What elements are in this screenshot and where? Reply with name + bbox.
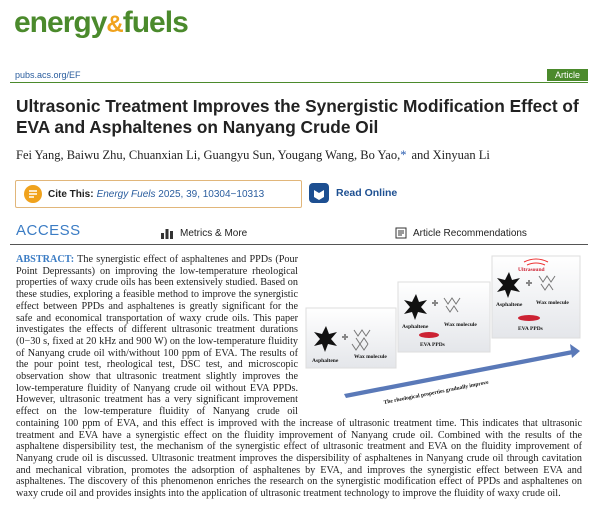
graphic-label: Wax molecule: [354, 354, 387, 360]
metrics-icon: [161, 229, 173, 239]
logo-part: fuels: [122, 6, 189, 39]
ultrasound-waves: [523, 258, 549, 266]
asphaltene-icons: [314, 272, 520, 352]
recommendations-label: Article Recommendations: [413, 227, 527, 239]
journal-url[interactable]: pubs.acs.org/EF: [15, 70, 81, 80]
arrowhead: [570, 344, 580, 358]
corresponding-mark[interactable]: *: [400, 148, 407, 162]
article-type: Article: [546, 69, 588, 81]
graphic-label: Asphaltene: [496, 302, 523, 308]
panel: [491, 255, 581, 339]
article-title: Ultrasonic Treatment Improves the Synerg…: [16, 96, 579, 137]
author-list[interactable]: Fei Yang, Baiwu Zhu, Chuanxian Li, Guang…: [16, 148, 401, 162]
read-online[interactable]: Read Online: [308, 180, 397, 206]
logo-part: energy: [14, 6, 107, 39]
read-online-label: Read Online: [336, 187, 398, 199]
cite-journal: Energy Fuels: [96, 188, 156, 200]
metrics-link[interactable]: Metrics & More: [160, 227, 247, 239]
graphic-label: Asphaltene: [402, 324, 429, 330]
cite-box[interactable]: Cite This: Energy Fuels 2025, 39, 10304−…: [15, 180, 302, 208]
header-rule: [10, 82, 588, 83]
graphical-abstract: Asphaltene Wax molecule Asphaltene Wax m…: [305, 255, 581, 406]
access-rule: [10, 244, 588, 245]
logo-part: &: [106, 11, 123, 38]
cite-label: Cite This:: [48, 188, 94, 200]
abstract-label: ABSTRACT:: [16, 254, 75, 265]
access-label: ACCESS: [16, 222, 81, 239]
cite-details: 2025, 39, 10304−10313: [158, 188, 265, 200]
abstract-text: The synergistic effect of asphaltenes an…: [16, 254, 582, 500]
authors: Fei Yang, Baiwu Zhu, Chuanxian Li, Guang…: [16, 148, 490, 163]
wax-icons: [351, 275, 556, 351]
read-icon: [309, 183, 329, 203]
abstract: Asphaltene Wax molecule Asphaltene Wax m…: [16, 254, 582, 500]
graphic-label: Wax molecule: [536, 300, 569, 306]
panel: [397, 281, 491, 353]
metrics-label: Metrics & More: [180, 227, 248, 239]
recommendations-link[interactable]: Article Recommendations: [395, 227, 527, 239]
graphic-label: EVA PPDs: [518, 326, 543, 332]
graphic-label: Asphaltene: [312, 358, 339, 364]
author-list[interactable]: and Xinyuan Li: [411, 148, 490, 162]
eva-icons: [419, 315, 540, 338]
graphic-label: Ultrasound: [518, 267, 545, 273]
journal-logo[interactable]: energy&fuels: [14, 6, 189, 40]
graphic-label: Wax molecule: [444, 322, 477, 328]
improve-arrow: [344, 350, 574, 398]
cite-icon: [24, 185, 42, 203]
rec-icon: [395, 227, 407, 239]
graphic-label: EVA PPDs: [420, 342, 445, 348]
